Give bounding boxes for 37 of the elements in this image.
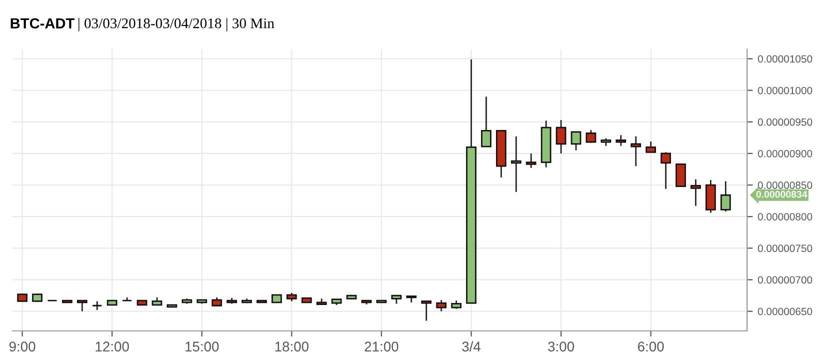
- x-tick-label: 18:00: [275, 342, 309, 352]
- candlestick: [616, 134, 626, 147]
- candlestick: [570, 131, 582, 151]
- y-tick-label: 0.00000800: [758, 213, 812, 220]
- chart-subtitle: | 03/03/2018-03/04/2018 | 30 Min: [78, 18, 274, 32]
- candlestick: [586, 129, 596, 144]
- candlestick: [646, 140, 656, 153]
- candlestick: [630, 136, 642, 167]
- text: 0.00000834: [756, 190, 808, 198]
- x-tick-label: 9:00: [9, 342, 36, 352]
- candlestick: [720, 180, 731, 212]
- y-tick-label: 0.00000850: [758, 182, 812, 189]
- y-tick-label: 0.00000750: [758, 244, 812, 252]
- candlestick: [690, 178, 701, 207]
- candlestick: [421, 300, 432, 322]
- candlestick: [510, 136, 522, 193]
- candlestick: [76, 300, 88, 312]
- x-tick-label: 15:00: [186, 342, 219, 352]
- x-tick-label: 6:00: [638, 342, 664, 352]
- x-tick-label: 3:00: [548, 342, 574, 352]
- x-tick-label: 12:00: [96, 342, 129, 352]
- candlestick: [556, 119, 566, 154]
- candlestick: [436, 299, 447, 312]
- y-tick-label: 0.00000650: [758, 308, 812, 316]
- chart-title: BTC-ADT: [10, 18, 74, 29]
- y-tick-label: 0.00000900: [758, 150, 812, 158]
- candlestick: [660, 152, 671, 190]
- candlestick: [92, 300, 102, 311]
- candlestick: [676, 164, 686, 187]
- y-tick-label: 0.00001050: [758, 55, 812, 63]
- x-tick-label: 3/4: [462, 341, 480, 352]
- candlestick: [526, 152, 536, 169]
- y-tick-label: 0.00001000: [758, 86, 812, 94]
- x-tick-label: 21:00: [364, 342, 398, 352]
- y-tick-label: 0.00000950: [758, 118, 812, 126]
- candlestick: [481, 96, 492, 148]
- y-tick-label: 0.00000700: [758, 276, 812, 284]
